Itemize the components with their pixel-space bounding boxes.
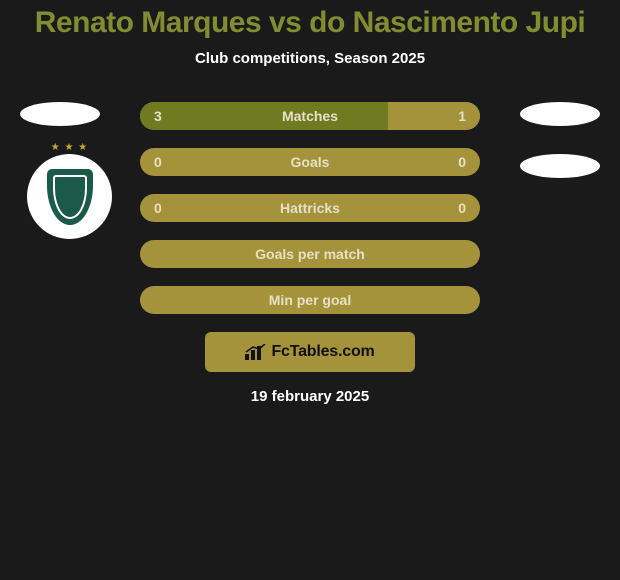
stat-right-value: 0 [458, 154, 466, 170]
stat-bars: 31Matches00Goals00HattricksGoals per mat… [140, 102, 480, 314]
stat-left-value: 0 [154, 154, 162, 170]
stat-label: Goals per match [140, 246, 480, 262]
crest-stars: ★ ★ ★ [27, 142, 112, 153]
stat-right-segment: 1 [388, 102, 480, 130]
subtitle: Club competitions, Season 2025 [0, 50, 620, 67]
stat-row: Min per goal [140, 286, 480, 314]
date-text: 19 february 2025 [0, 388, 620, 405]
source-badge: FcTables.com [205, 332, 415, 372]
bars-icon [245, 344, 267, 360]
stat-label: Min per goal [140, 292, 480, 308]
stat-right-value: 0 [458, 200, 466, 216]
comparison-content: ★ ★ ★ 31Matches00Goals00HattricksGoals p… [0, 102, 620, 405]
stat-row: 0 0Hattricks [140, 194, 480, 222]
stat-left-value: 0 [154, 200, 162, 216]
stat-label: Hattricks [140, 200, 480, 216]
page-title: Renato Marques vs do Nascimento Jupi [0, 0, 620, 40]
right-placeholder-ellipse [520, 154, 600, 178]
crest-shield [47, 169, 93, 225]
stat-label: Goals [140, 154, 480, 170]
stat-left-segment: 3 [140, 102, 388, 130]
stat-row: Goals per match [140, 240, 480, 268]
stat-right-value: 1 [458, 108, 466, 124]
stat-row: 0 0Goals [140, 148, 480, 176]
stat-left-value: 3 [154, 108, 162, 124]
source-text: FcTables.com [271, 343, 374, 361]
stat-row: 31Matches [140, 102, 480, 130]
right-placeholder-ellipse [520, 102, 600, 126]
left-placeholder-ellipse [20, 102, 100, 126]
team-crest-left: ★ ★ ★ [27, 154, 112, 239]
